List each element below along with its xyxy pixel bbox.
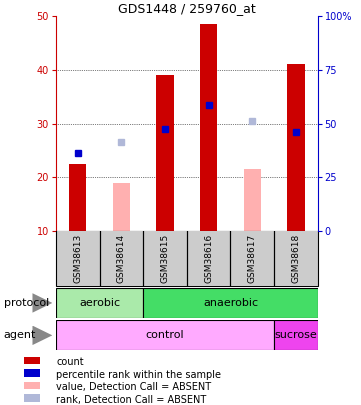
Bar — [113, 183, 130, 231]
Bar — [287, 64, 305, 231]
Text: GSM38615: GSM38615 — [161, 234, 170, 283]
Text: protocol: protocol — [4, 298, 49, 307]
Text: GSM38618: GSM38618 — [291, 234, 300, 283]
Bar — [274, 231, 318, 286]
Bar — [274, 320, 318, 350]
Text: count: count — [56, 357, 84, 367]
Bar — [156, 75, 174, 231]
Text: value, Detection Call = ABSENT: value, Detection Call = ABSENT — [56, 382, 212, 392]
Text: agent: agent — [4, 330, 36, 340]
Bar — [143, 288, 318, 318]
Text: GSM38617: GSM38617 — [248, 234, 257, 283]
Bar — [230, 231, 274, 286]
Text: percentile rank within the sample: percentile rank within the sample — [56, 370, 221, 379]
Polygon shape — [32, 326, 52, 345]
Bar — [200, 24, 217, 231]
Bar — [24, 394, 40, 402]
Bar — [143, 231, 187, 286]
Text: aerobic: aerobic — [79, 298, 120, 308]
Bar — [100, 231, 143, 286]
Title: GDS1448 / 259760_at: GDS1448 / 259760_at — [118, 2, 256, 15]
Text: anaerobic: anaerobic — [203, 298, 258, 308]
Text: control: control — [146, 330, 184, 340]
Text: sucrose: sucrose — [274, 330, 317, 340]
Bar — [56, 231, 100, 286]
Bar — [24, 356, 40, 364]
Text: GSM38616: GSM38616 — [204, 234, 213, 283]
Polygon shape — [32, 293, 52, 313]
Text: rank, Detection Call = ABSENT: rank, Detection Call = ABSENT — [56, 395, 206, 405]
Text: GSM38613: GSM38613 — [73, 234, 82, 283]
Bar — [69, 164, 87, 231]
Bar — [56, 288, 143, 318]
Bar — [187, 231, 230, 286]
Bar — [56, 320, 274, 350]
Text: GSM38614: GSM38614 — [117, 234, 126, 283]
Bar — [24, 369, 40, 377]
Bar — [24, 382, 40, 389]
Bar — [244, 169, 261, 231]
